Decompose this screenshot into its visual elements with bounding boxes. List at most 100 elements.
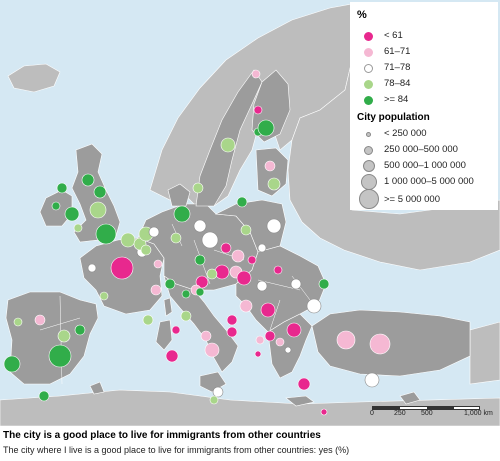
city-marker [239, 299, 253, 313]
city-marker [267, 177, 281, 191]
city-marker [181, 289, 191, 299]
legend-size-1: < 250 000 [350, 128, 498, 142]
city-marker [236, 196, 248, 208]
city-marker [87, 263, 97, 273]
legend-swatch [364, 96, 373, 105]
scale-label-250: 250 [394, 410, 406, 417]
city-marker [240, 224, 252, 236]
city-marker [193, 219, 207, 233]
scale-bar: 0 250 500 1,000 km [370, 404, 493, 424]
scale-label-0: 0 [370, 410, 374, 417]
legend-size-4: 1 000 000–5 000 000 [350, 174, 498, 190]
city-marker [318, 278, 330, 290]
scale-bar-graphic [372, 406, 480, 410]
legend-size-swatch [364, 146, 373, 155]
city-marker [255, 335, 265, 345]
city-marker [320, 408, 328, 416]
city-marker [251, 69, 261, 79]
city-marker [204, 342, 220, 358]
legend-size-label: 500 000–1 000 000 [384, 160, 466, 171]
city-marker [110, 256, 134, 280]
city-marker [260, 302, 276, 318]
city-marker [51, 201, 61, 211]
city-marker [173, 205, 191, 223]
legend-size-swatch [363, 160, 375, 172]
city-marker [264, 160, 276, 172]
city-marker [297, 377, 311, 391]
city-marker [195, 275, 209, 289]
city-marker [81, 173, 95, 187]
figure-subtitle: The city where I live is a good place to… [3, 445, 350, 455]
legend-size-label: >= 5 000 000 [384, 194, 440, 205]
city-marker [253, 105, 263, 115]
city-marker [192, 182, 204, 194]
city-marker [273, 265, 283, 275]
legend-size-swatch [366, 132, 371, 137]
legend-swatch [364, 80, 373, 89]
legend-size-3: 500 000–1 000 000 [350, 160, 498, 174]
city-marker [212, 386, 224, 398]
city-marker [57, 329, 71, 343]
legend-swatch [364, 48, 373, 57]
city-marker [38, 390, 50, 402]
city-marker [200, 330, 212, 342]
city-marker [266, 218, 282, 234]
legend-size-label: 1 000 000–5 000 000 [384, 176, 474, 187]
city-marker [89, 201, 107, 219]
city-marker [73, 223, 83, 233]
city-marker [171, 325, 181, 335]
city-marker [306, 298, 322, 314]
city-marker [214, 264, 230, 280]
legend-size-swatch [361, 174, 377, 190]
legend-size-label: 250 000–500 000 [384, 144, 458, 155]
city-marker [3, 355, 21, 373]
legend-class-label: >= 84 [384, 94, 409, 105]
scale-label-1000: 1,000 km [464, 410, 493, 417]
legend-size-title: City population [357, 112, 430, 123]
city-marker [226, 314, 238, 326]
city-marker [153, 259, 163, 269]
legend-class-label: < 61 [384, 30, 403, 41]
city-marker [364, 372, 380, 388]
city-marker [264, 330, 276, 342]
city-marker [99, 291, 109, 301]
legend-class-5: >= 84 [350, 94, 498, 108]
city-marker [290, 278, 302, 290]
city-marker [170, 232, 182, 244]
city-marker [336, 330, 356, 350]
scale-label-500: 500 [421, 410, 433, 417]
city-marker [165, 349, 179, 363]
city-marker [150, 284, 162, 296]
city-marker [254, 350, 262, 358]
europe-map [0, 3, 500, 426]
legend-class-label: 78–84 [384, 78, 411, 89]
city-marker [142, 314, 154, 326]
city-marker [275, 337, 285, 347]
city-marker [226, 326, 238, 338]
legend-class-1: < 61 [350, 30, 498, 44]
map-panel: % < 61 61–71 71–78 78–84 >= 84 City popu… [0, 0, 500, 426]
city-marker [195, 287, 205, 297]
city-marker [180, 310, 192, 322]
legend-class-label: 71–78 [384, 62, 411, 73]
city-marker [220, 242, 232, 254]
city-marker [236, 270, 252, 286]
legend-class-label: 61–71 [384, 46, 411, 57]
city-marker [56, 182, 68, 194]
city-marker [194, 254, 206, 266]
legend-size-swatch [359, 189, 379, 209]
city-marker [286, 322, 302, 338]
city-marker [34, 314, 46, 326]
legend-class-4: 78–84 [350, 78, 498, 92]
city-marker [164, 278, 176, 290]
legend-class-2: 61–71 [350, 46, 498, 60]
legend-title: % [357, 9, 367, 21]
city-marker [209, 395, 219, 405]
city-marker [74, 324, 86, 336]
city-marker [257, 119, 275, 137]
city-marker [247, 255, 257, 265]
legend-swatch [364, 32, 373, 41]
city-markers [3, 69, 391, 416]
city-marker [148, 226, 160, 238]
city-marker [140, 244, 152, 256]
